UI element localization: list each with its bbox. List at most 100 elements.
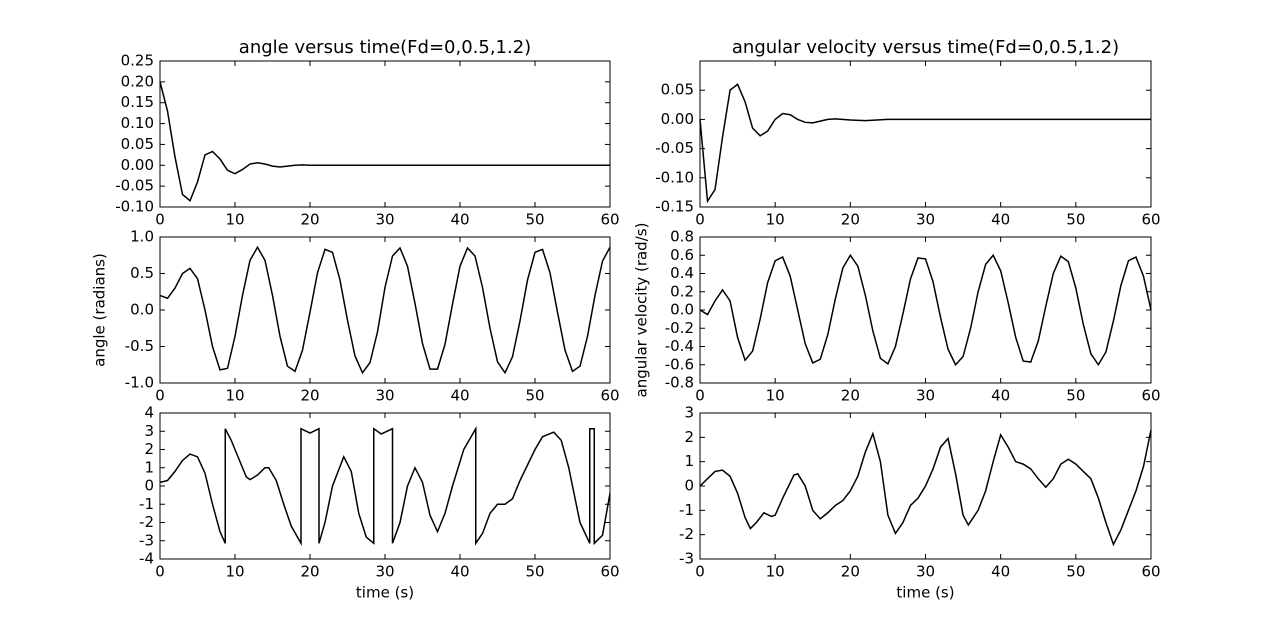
y-tick-label: -3 [139,531,154,549]
x-tick-label: 60 [1141,211,1160,229]
x-tick-label: 30 [375,211,394,229]
x-tick-label: 30 [916,211,935,229]
y-tick-label: -1 [139,495,154,513]
y-tick-label: -2 [139,513,154,531]
x-tick-label: 40 [450,387,469,405]
x-tick-label: 40 [991,563,1010,581]
axes-frame [159,236,611,384]
y-tick-label: 0.6 [670,246,694,264]
data-line [159,425,611,547]
y-tick-label: 0.0 [130,301,154,319]
y-tick-label: 0.25 [121,52,154,70]
x-axis-label: time (s) [896,584,954,602]
x-tick-label: 50 [1066,211,1085,229]
y-tick-label: -0.05 [115,177,154,195]
axes-frame [159,412,611,560]
axes-frame [699,60,1152,208]
x-tick-label: 10 [766,387,785,405]
data-line [699,429,1152,547]
y-tick-label: 0.05 [661,81,694,99]
y-tick-label: -3 [679,550,694,568]
x-axis-label: time (s) [356,584,414,602]
x-tick-label: 0 [155,563,165,581]
y-tick-label: -0.10 [655,168,694,186]
y-tick-label: 0.4 [670,264,694,282]
y-tick-label: 0 [684,477,694,495]
x-tick-label: 60 [600,387,619,405]
y-tick-label: -2 [679,525,694,543]
x-tick-label: 40 [991,211,1010,229]
x-tick-label: 40 [991,387,1010,405]
x-tick-label: 60 [1141,563,1160,581]
y-tick-label: -0.4 [665,337,694,355]
data-line [699,83,1151,204]
x-tick-label: 40 [450,563,469,581]
y-tick-label: 0.5 [130,264,154,282]
data-line [699,253,1152,367]
x-tick-label: 10 [225,387,244,405]
y-axis-label: angular velocity (rad/s) [633,223,651,398]
y-tick-label: 0.8 [670,228,694,246]
y-tick-label: -0.2 [665,319,694,337]
y-tick-label: 1 [144,458,154,476]
x-tick-label: 50 [525,211,544,229]
x-tick-label: 30 [375,563,394,581]
y-tick-label: -0.05 [655,139,694,157]
data-line [159,81,610,202]
x-tick-label: 10 [225,211,244,229]
y-tick-label: 4 [144,404,154,422]
x-tick-label: 40 [450,211,469,229]
x-tick-label: 0 [155,211,165,229]
y-tick-label: 2 [684,428,694,446]
y-tick-label: 0 [144,477,154,495]
y-tick-label: 0.00 [121,156,154,174]
x-tick-label: 20 [300,211,319,229]
y-tick-label: 1.0 [130,228,154,246]
x-tick-label: 30 [375,387,394,405]
x-tick-label: 30 [916,387,935,405]
y-tick-label: 3 [684,404,694,422]
x-tick-label: 60 [600,563,619,581]
x-tick-label: 30 [916,563,935,581]
axes-frame [159,60,611,208]
y-tick-label: 0.00 [661,110,694,128]
y-tick-label: -4 [139,550,154,568]
y-tick-label: 2 [144,440,154,458]
y-tick-label: 0.05 [121,135,154,153]
y-tick-label: -1.0 [125,374,154,392]
y-tick-label: 0.0 [670,301,694,319]
y-tick-label: 0.2 [670,282,694,300]
y-axis-label: angle (radians) [91,253,109,367]
x-tick-label: 0 [695,211,705,229]
y-tick-label: -1 [679,501,694,519]
x-tick-label: 0 [695,387,705,405]
y-tick-label: 1 [684,452,694,470]
x-tick-label: 20 [841,387,860,405]
x-tick-label: 60 [1141,387,1160,405]
x-tick-label: 10 [225,563,244,581]
x-tick-label: 60 [600,211,619,229]
x-tick-label: 0 [695,563,705,581]
x-tick-label: 20 [300,387,319,405]
x-tick-label: 0 [155,387,165,405]
x-tick-label: 20 [300,563,319,581]
y-tick-label: -0.8 [665,374,694,392]
chart-title: angular velocity versus time(Fd=0,0.5,1.… [732,37,1119,58]
y-tick-label: 0.20 [121,72,154,90]
x-tick-label: 10 [766,211,785,229]
data-line [159,245,611,375]
x-tick-label: 50 [525,387,544,405]
x-tick-label: 50 [1066,387,1085,405]
y-tick-label: 0.15 [121,93,154,111]
x-tick-label: 10 [766,563,785,581]
x-tick-label: 50 [525,563,544,581]
y-tick-label: 0.10 [121,114,154,132]
x-tick-label: 50 [1066,563,1085,581]
x-tick-label: 20 [841,563,860,581]
y-tick-label: 3 [144,422,154,440]
y-tick-label: -0.5 [125,337,154,355]
y-tick-label: -0.10 [115,198,154,216]
y-tick-label: -0.6 [665,355,694,373]
